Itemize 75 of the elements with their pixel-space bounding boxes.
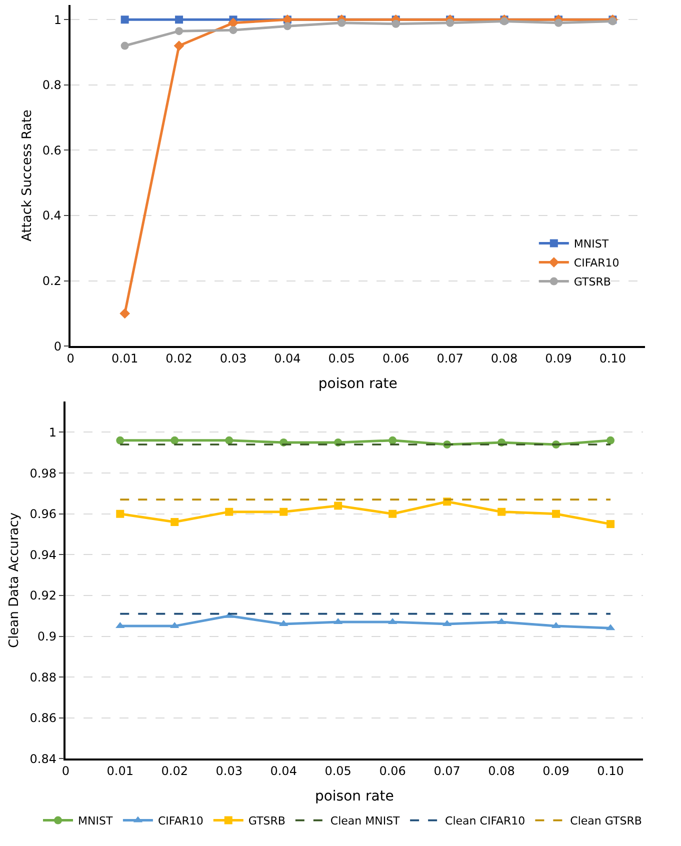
x-tick-label: 0.04: [270, 764, 297, 778]
x-tick-label: 0.02: [166, 351, 192, 366]
y-tick-label: 0.6: [42, 143, 62, 158]
y-tick-label: 0.9: [37, 629, 56, 644]
x-tick-label: 0.08: [490, 351, 518, 366]
x-tick-label: 0.08: [488, 764, 515, 778]
y-tick-label: 0.96: [30, 507, 56, 522]
x-tick-label: 0.03: [220, 351, 247, 366]
x-tick-label: 0.05: [324, 764, 352, 778]
point: [225, 508, 234, 516]
point: [606, 520, 615, 528]
y-tick-label: 0.4: [42, 208, 62, 223]
x-tick-label: 0.01: [106, 764, 134, 778]
legend-label: GTSRB: [574, 276, 611, 289]
x-axis-title: poison rate: [314, 788, 394, 805]
y-tick-label: 0.92: [30, 588, 56, 603]
x-axis-title: poison rate: [318, 376, 398, 392]
legend-label: Clean MNIST: [330, 814, 400, 828]
x-tick-label: 0.05: [328, 351, 356, 366]
y-tick-label: 0.8: [42, 78, 62, 92]
y-tick-label: 0.98: [30, 466, 56, 480]
point: [120, 308, 130, 319]
point: [225, 436, 234, 444]
legend-label: Clean GTSRB: [570, 814, 642, 828]
x-tick-label: 0.04: [274, 351, 301, 366]
point: [170, 436, 179, 444]
point: [388, 436, 397, 444]
x-tick-label: 0.07: [434, 764, 460, 778]
y-tick-label: 0: [54, 339, 62, 354]
x-tick-label: 0.03: [216, 764, 242, 778]
point: [175, 16, 184, 24]
x-tick-label: 0.06: [379, 764, 406, 778]
y-tick-label: 1: [48, 425, 56, 440]
point: [229, 26, 238, 34]
point: [392, 20, 400, 28]
legend-label: CIFAR10: [158, 814, 204, 828]
point: [334, 502, 342, 510]
point: [446, 18, 454, 27]
y-axis-title: Attack Success Rate: [20, 110, 35, 242]
point: [174, 40, 184, 51]
x-tick-label: 0.10: [599, 351, 626, 366]
point: [552, 510, 560, 518]
point: [116, 436, 124, 444]
legend-label: GTSRB: [248, 814, 286, 828]
y-tick-label: 0.86: [30, 711, 56, 726]
x-tick-label: 0.01: [111, 351, 138, 366]
point: [280, 508, 288, 516]
y-tick-label: 0.94: [30, 548, 56, 562]
x-tick-label: 0.09: [542, 764, 570, 778]
x-tick-label: 0.10: [597, 764, 624, 778]
point: [175, 27, 184, 36]
point: [120, 16, 129, 24]
x-tick-label: 0.09: [545, 351, 572, 366]
legend-label: MNIST: [78, 814, 113, 828]
point: [283, 22, 292, 30]
x-tick-label: 0.02: [161, 764, 188, 778]
y-tick-label: 0.2: [42, 274, 62, 288]
y-axis-title: Clean Data Accuracy: [7, 512, 22, 648]
legend-label: MNIST: [574, 238, 609, 251]
y-tick-label: 1: [54, 12, 62, 27]
x-tick-label: 0.07: [436, 351, 464, 366]
legend-label: Clean CIFAR10: [445, 814, 526, 828]
y-tick-label: 0.84: [30, 752, 56, 766]
point: [388, 510, 397, 518]
point: [170, 518, 179, 526]
point: [606, 436, 615, 444]
y-tick-label: 0.88: [30, 670, 56, 684]
point: [554, 18, 562, 27]
legend-label: CIFAR10: [574, 256, 620, 270]
point: [498, 508, 506, 516]
point: [120, 42, 129, 50]
point: [116, 510, 124, 518]
x-tick-label: 0: [66, 351, 74, 366]
point: [338, 18, 346, 27]
x-tick-label: 0.06: [382, 351, 410, 366]
